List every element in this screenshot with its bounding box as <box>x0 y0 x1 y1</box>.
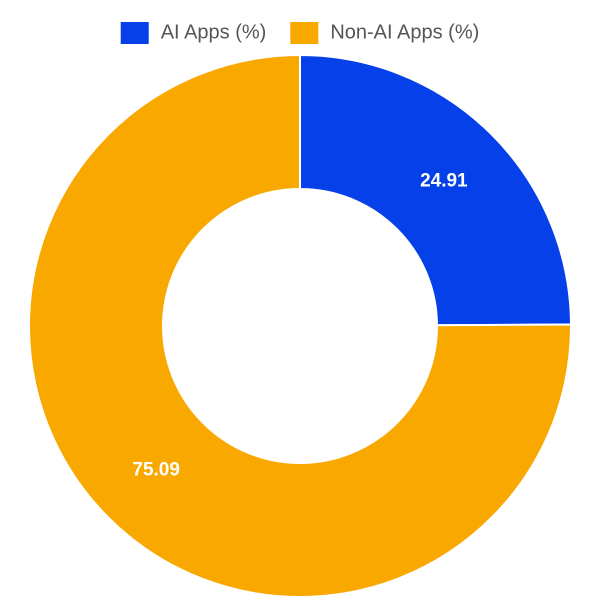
value-label: 24.91 <box>420 170 468 191</box>
value-label: 75.09 <box>132 460 180 481</box>
donut-slice <box>299 53 573 327</box>
legend-label: AI Apps (%) <box>161 21 267 43</box>
legend-swatch <box>290 22 319 44</box>
donut-slice <box>28 53 573 598</box>
legend-swatch <box>120 22 149 44</box>
legend-label: Non-AI Apps (%) <box>330 21 479 43</box>
